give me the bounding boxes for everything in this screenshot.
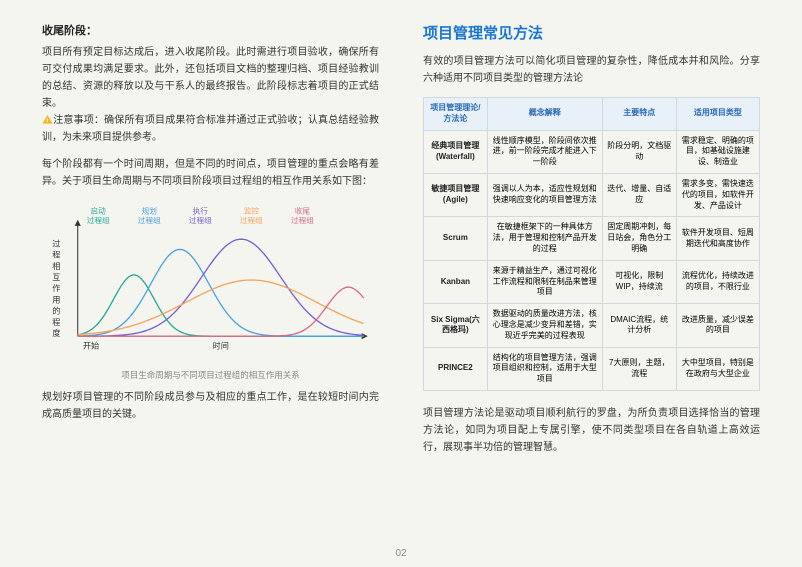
svg-text:过程组: 过程组 [240, 215, 263, 225]
svg-text:度: 度 [52, 328, 60, 338]
table-cell: 迭代、增量、自适应 [602, 173, 676, 216]
table-cell: 需求稳定、明确的项目，如基础设施建设、制造业 [676, 130, 759, 173]
table-cell: 阶段分明，文档驱动 [602, 130, 676, 173]
outro-para: 项目管理方法论是驱动项目顺利航行的罗盘，为所负责项目选择恰当的管理方法论，如同为… [423, 405, 760, 456]
chart-svg: 过程相互作用的程度开始时间启动过程组规划过程组执行过程组监控过程组收尾过程组 [42, 200, 379, 360]
svg-text:启动: 启动 [91, 206, 107, 216]
svg-text:程: 程 [52, 251, 60, 260]
svg-text:过: 过 [52, 238, 60, 248]
page-title: 项目管理常见方法 [423, 22, 760, 43]
table-cell: 来源于精益生产，通过可视化工作流程和限制在制品来管理项目 [487, 260, 602, 303]
table-cell: 7大原则，主题，流程 [602, 347, 676, 390]
svg-text:规划: 规划 [142, 206, 157, 216]
table-cell: 大中型项目，特别是在政府与大型企业 [676, 347, 759, 390]
table-cell: 固定周期冲刺，每日站会，角色分工明确 [602, 217, 676, 260]
page-number: 02 [0, 548, 802, 559]
svg-text:的: 的 [52, 306, 60, 316]
svg-text:过程组: 过程组 [138, 215, 161, 225]
table-row: 敏捷项目管理(Agile)强调以人为本，适应性规划和快速响应变化的项目管理方法迭… [424, 173, 760, 216]
table-cell: DMAIC流程，统计分析 [602, 304, 676, 347]
table-cell: 强调以人为本，适应性规划和快速响应变化的项目管理方法 [487, 173, 602, 216]
table-row: Kanban来源于精益生产，通过可视化工作流程和限制在制品来管理项目可视化，限制… [424, 260, 760, 303]
svg-text:相: 相 [52, 261, 60, 271]
table-row: Scrum在敏捷框架下的一种具体方法，用于管理和控制产品开发的过程固定周期冲刺，… [424, 217, 760, 260]
table-header: 主要特点 [602, 98, 676, 131]
para-planning: 规划好项目管理的不同阶段成员参与及相应的重点工作，是在较短时间内完成高质量项目的… [42, 389, 379, 423]
table-cell: Kanban [424, 260, 488, 303]
table-cell: Six Sigma(六西格玛) [424, 304, 488, 347]
table-row: Six Sigma(六西格玛)数据驱动的质量改进方法，核心理念是减少变异和差错，… [424, 304, 760, 347]
svg-text:收尾: 收尾 [295, 206, 311, 216]
svg-text:执行: 执行 [193, 206, 209, 216]
table-cell: 结构化的项目管理方法，强调项目组织和控制，适用于大型项目 [487, 347, 602, 390]
svg-text:时间: 时间 [213, 341, 229, 351]
svg-text:用: 用 [52, 296, 60, 305]
warning-icon [42, 112, 53, 129]
para-closing-1: 项目所有预定目标达成后，进入收尾阶段。此时需进行项目验收，确保所有可交付成果均满… [42, 47, 379, 109]
table-cell: 需求多变，需快速迭代的项目，如软件开发、产品设计 [676, 173, 759, 216]
chart-caption: 项目生命周期与不同项目过程组的相互作用关系 [42, 369, 379, 381]
table-cell: 经典项目管理(Waterfall) [424, 130, 488, 173]
intro-para: 有效的项目管理方法可以简化项目管理的复杂性，降低成本并和风险。分享六种适用不同项… [423, 53, 760, 87]
svg-text:过程组: 过程组 [291, 215, 314, 225]
section-title: 收尾阶段： [42, 22, 379, 38]
para-closing-2: 注意事项：确保所有项目成果符合标准并通过正式验收；认真总结经验教训，为未来项目提… [42, 115, 379, 143]
svg-text:过程组: 过程组 [87, 215, 110, 225]
table-cell: 改进质量，减少误差的项目 [676, 304, 759, 347]
table-cell: 可视化，限制WIP，持续流 [602, 260, 676, 303]
table-cell: 在敏捷框架下的一种具体方法，用于管理和控制产品开发的过程 [487, 217, 602, 260]
svg-text:过程组: 过程组 [189, 215, 212, 225]
para-periods: 每个阶段都有一个时间周期，但是不同的时间点，项目管理的重点会略有差异。关于项目生… [42, 156, 379, 190]
table-row: 经典项目管理(Waterfall)线性顺序模型，阶段间依次推进，前一阶段完成才能… [424, 130, 760, 173]
lifecycle-chart: 过程相互作用的程度开始时间启动过程组规划过程组执行过程组监控过程组收尾过程组 [42, 200, 379, 365]
table-cell: 敏捷项目管理(Agile) [424, 173, 488, 216]
svg-text:程: 程 [52, 318, 60, 327]
table-cell: 流程优化，持续改进的项目，不限行业 [676, 260, 759, 303]
table-cell: Scrum [424, 217, 488, 260]
svg-text:监控: 监控 [244, 206, 260, 216]
svg-text:作: 作 [52, 283, 60, 293]
table-cell: PRINCE2 [424, 347, 488, 390]
table-cell: 线性顺序模型，阶段间依次推进，前一阶段完成才能进入下一阶段 [487, 130, 602, 173]
table-header: 项目管理理论/方法论 [424, 98, 488, 131]
table-header: 概念解释 [487, 98, 602, 131]
svg-text:开始: 开始 [83, 341, 99, 351]
table-row: PRINCE2结构化的项目管理方法，强调项目组织和控制，适用于大型项目7大原则，… [424, 347, 760, 390]
table-header: 适用项目类型 [676, 98, 759, 131]
table-cell: 数据驱动的质量改进方法，核心理念是减少变异和差错，实现近乎完美的过程表现 [487, 304, 602, 347]
para-closing: 项目所有预定目标达成后，进入收尾阶段。此时需进行项目验收，确保所有可交付成果均满… [42, 44, 379, 146]
svg-text:互: 互 [52, 273, 60, 282]
methods-table: 项目管理理论/方法论概念解释主要特点适用项目类型 经典项目管理(Waterfal… [423, 97, 760, 391]
table-cell: 软件开发项目、短周期迭代和高度协作 [676, 217, 759, 260]
